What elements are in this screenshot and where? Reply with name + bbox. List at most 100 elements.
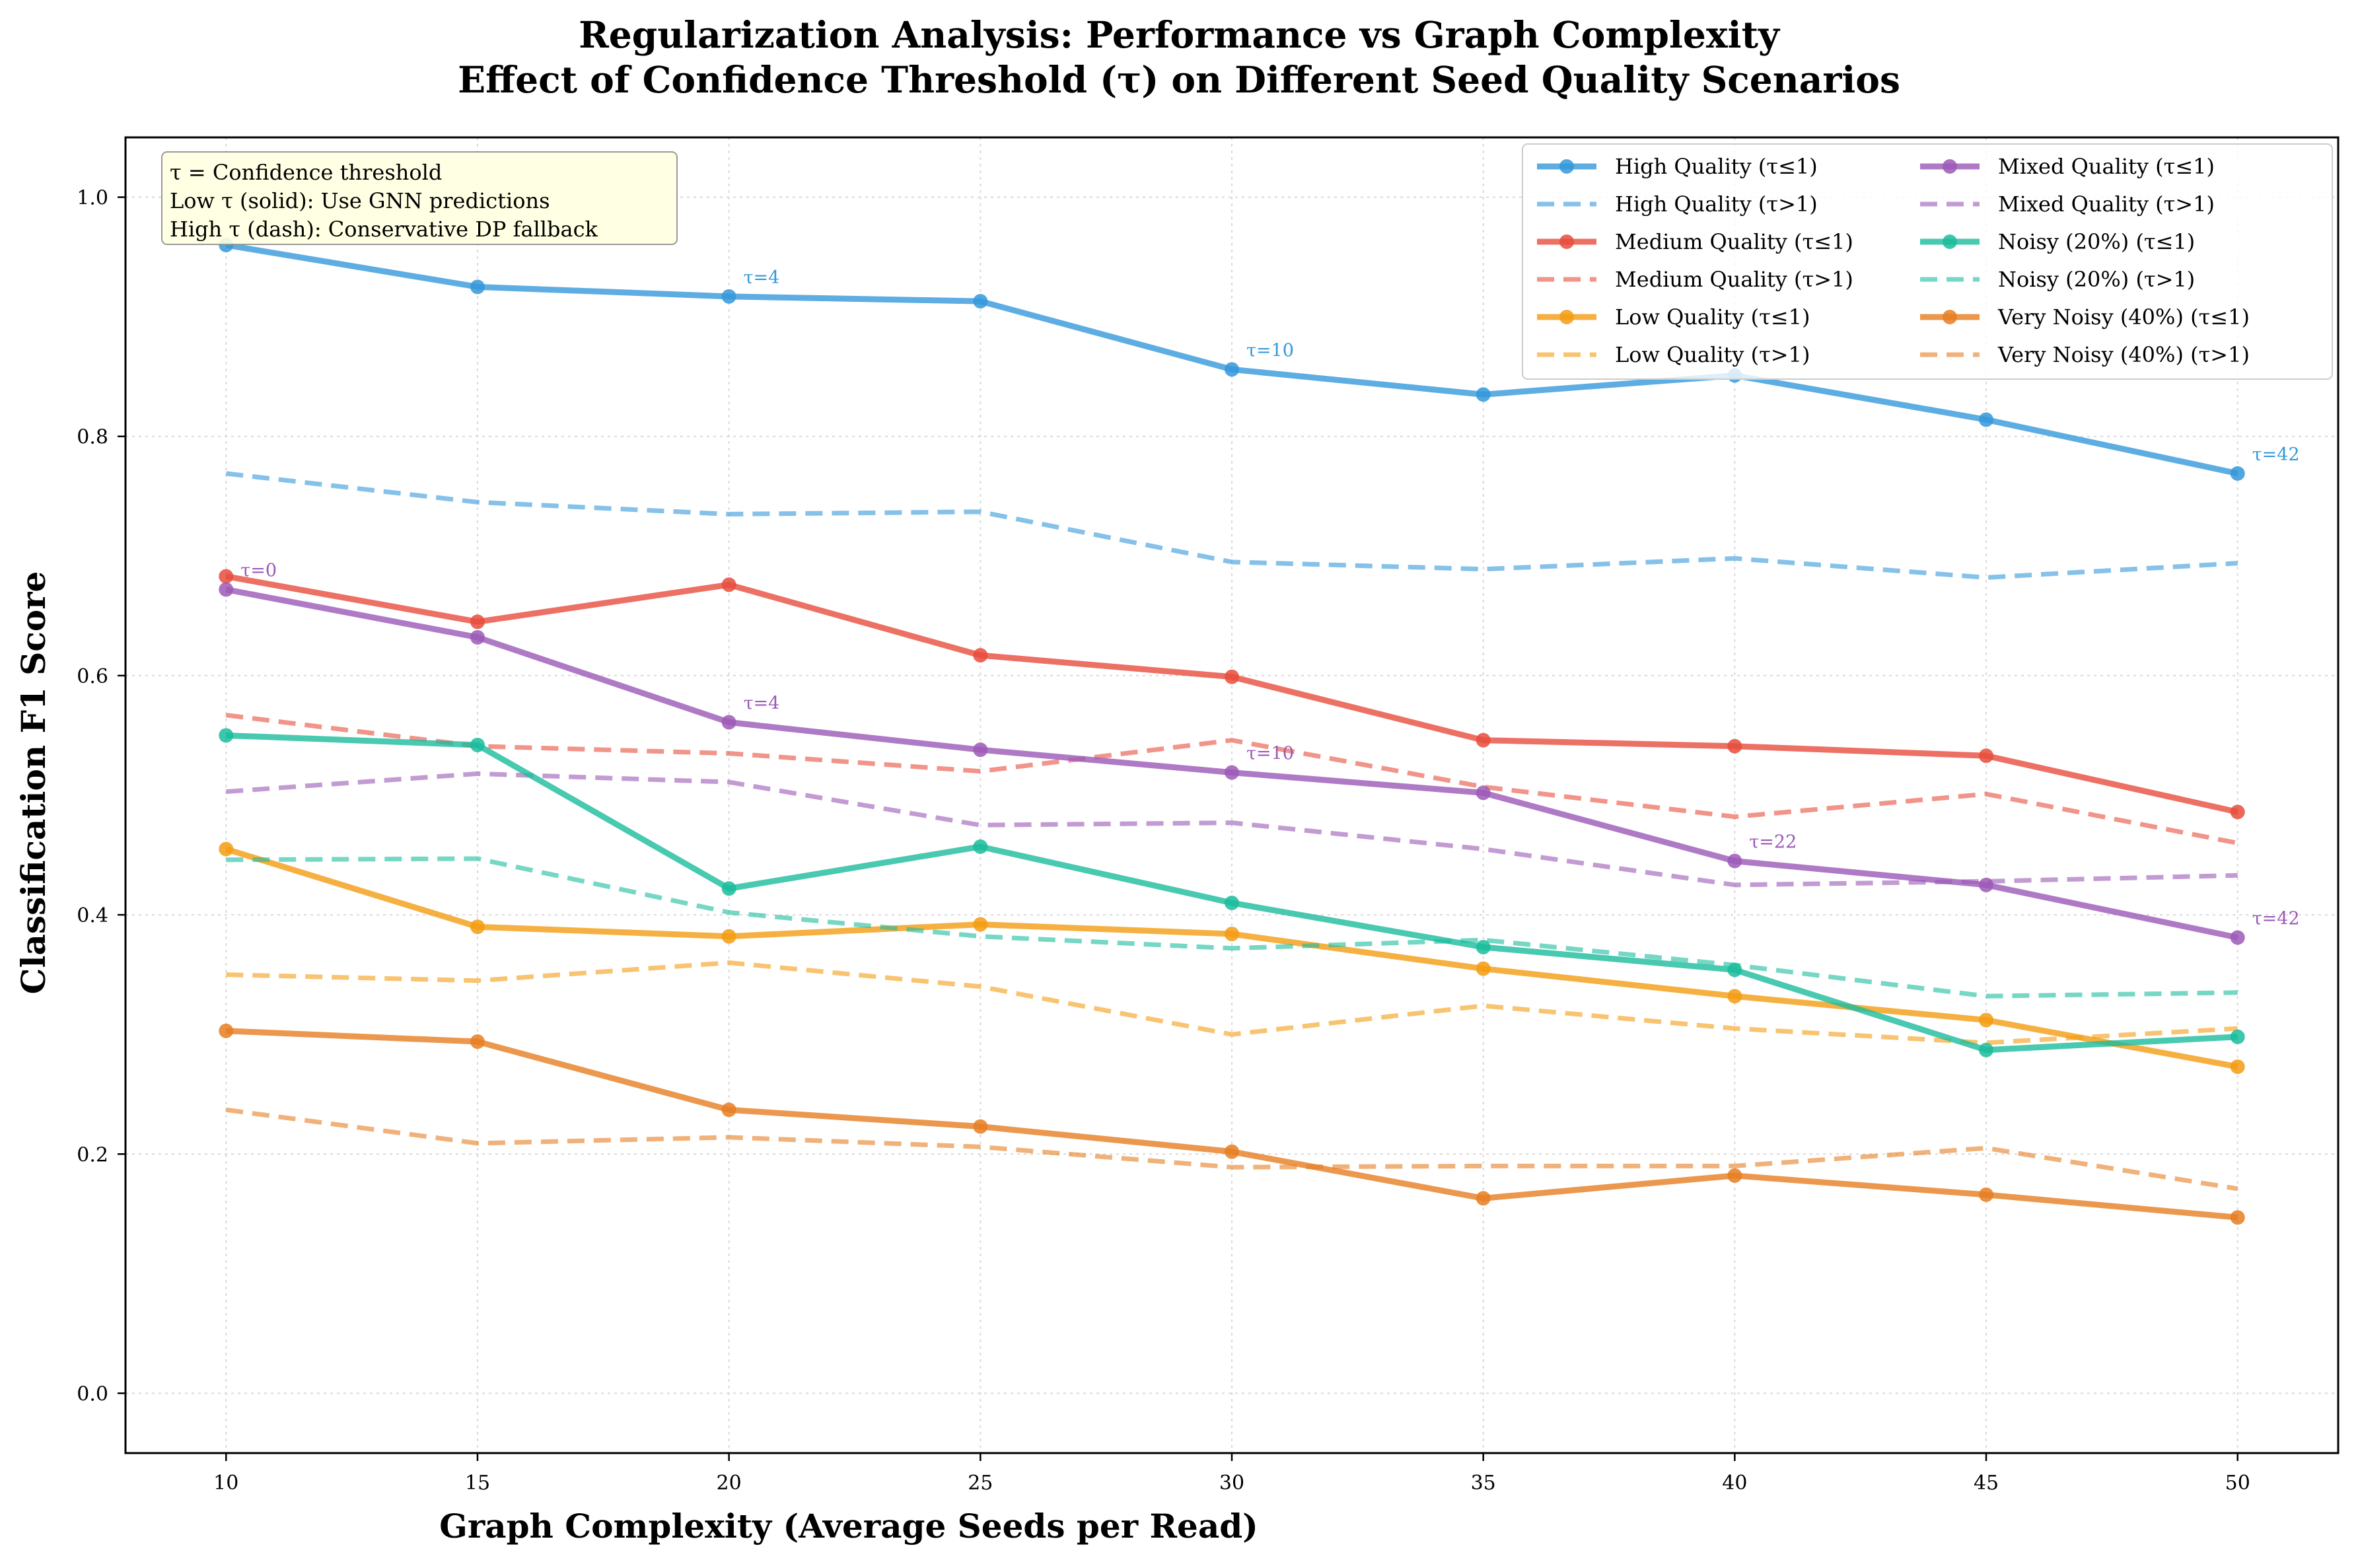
data-point: [1476, 961, 1491, 976]
data-point: [470, 279, 485, 295]
tau-annotation: τ=0: [240, 561, 277, 581]
x-tick-label: 45: [1974, 1472, 1999, 1495]
tau-annotation: τ=42: [2252, 908, 2300, 929]
data-point: [1476, 732, 1491, 748]
data-point: [1979, 748, 1994, 764]
data-point: [973, 742, 988, 758]
info-box-background: [161, 151, 678, 245]
info-box-line: High τ (dash): Conservative DP fallback: [170, 217, 598, 242]
data-point: [1727, 989, 1742, 1004]
x-tick-label: 35: [1471, 1472, 1496, 1495]
legend-item: Low Quality (τ>1): [1537, 342, 1810, 367]
data-point: [973, 917, 988, 932]
series: [226, 771, 2238, 888]
data-point: [973, 1119, 988, 1134]
tau-annotation: τ=42: [2252, 445, 2300, 465]
series: [219, 569, 2245, 820]
data-point: [219, 569, 234, 584]
axes-layer: 10 15 20 25 30 35 40 45 50 0.0 0.2 0.4 0.6 0.8 1.0: [77, 187, 2250, 1495]
legend-label: Very Noisy (40%) (τ≤1): [1997, 304, 2250, 330]
data-point: [1979, 1042, 1994, 1057]
data-point: [470, 919, 485, 935]
series: [219, 841, 2245, 1075]
data-point: [1979, 1013, 1994, 1028]
legend-label: Noisy (20%) (τ≤1): [1998, 229, 2195, 254]
chart-title: Regularization Analysis: Performance vs …: [579, 13, 1781, 56]
legend-item: Noisy (20%) (τ≤1): [1920, 229, 2195, 254]
legend-item: Medium Quality (τ>1): [1537, 267, 1853, 292]
data-point: [2230, 466, 2245, 481]
series: [225, 713, 2238, 845]
y-tick-label: 1.0: [77, 187, 108, 210]
x-tick-label: 20: [717, 1472, 742, 1495]
data-point: [2230, 1210, 2245, 1225]
y-tick-label: 0.4: [77, 904, 108, 927]
y-axis-label: Classification F1 Score: [14, 571, 53, 995]
data-point: [1476, 939, 1491, 954]
x-tick-label: 40: [1722, 1472, 1747, 1495]
legend-label: High Quality (τ≤1): [1615, 154, 1818, 179]
data-point: [1225, 895, 1239, 910]
series-line: [225, 471, 2238, 580]
annotations-layer: τ=4 τ=10 τ=42 τ=0 τ=4 τ=10 τ=22 τ=42: [240, 267, 2299, 929]
data-point: [1979, 1187, 1994, 1202]
legend-item: Low Quality (τ≤1): [1537, 304, 1810, 330]
legend-label: Low Quality (τ>1): [1615, 342, 1810, 367]
series: [225, 1107, 2238, 1192]
legend-item: Very Noisy (40%) (τ>1): [1920, 342, 2250, 367]
legend-item: Very Noisy (40%) (τ≤1): [1920, 304, 2250, 330]
info-box: τ = Confidence threshold Low τ (solid): U…: [161, 151, 678, 245]
legend-swatch-marker: [1943, 310, 1957, 324]
data-point: [973, 648, 988, 663]
legend-box: [1522, 143, 2333, 380]
legend-label: Medium Quality (τ≤1): [1615, 229, 1853, 254]
tau-annotation: τ=10: [1246, 744, 1294, 764]
data-point: [470, 1034, 485, 1050]
tau-annotation: τ=10: [1246, 340, 1294, 361]
data-point: [1225, 669, 1239, 684]
legend-swatch-marker: [1943, 234, 1957, 249]
series: [219, 728, 2245, 1057]
data-point: [721, 881, 736, 896]
legend-swatch-marker: [1559, 234, 1574, 249]
data-point: [1225, 927, 1239, 942]
data-point: [219, 1023, 234, 1038]
x-axis-label: Graph Complexity (Average Seeds per Read…: [439, 1507, 1258, 1546]
data-point: [2230, 1059, 2245, 1075]
data-point: [721, 715, 736, 730]
legend-swatch-marker: [1943, 159, 1957, 174]
x-tick-label: 15: [465, 1472, 490, 1495]
data-point: [721, 1102, 736, 1118]
info-box-line: τ = Confidence threshold: [170, 160, 442, 185]
data-point: [1979, 412, 1994, 427]
data-point: [470, 614, 485, 629]
data-point: [721, 929, 736, 944]
tau-annotation: τ=4: [744, 267, 780, 288]
legend-item: Mixed Quality (τ>1): [1920, 192, 2215, 217]
data-point: [1476, 785, 1491, 801]
data-point: [2230, 804, 2245, 820]
legend-label: Mixed Quality (τ>1): [1998, 192, 2215, 217]
legend-label: Mixed Quality (τ≤1): [1998, 154, 2215, 179]
legend-label: Low Quality (τ≤1): [1615, 304, 1810, 330]
data-point: [219, 841, 234, 857]
x-tick-label: 25: [968, 1472, 993, 1495]
x-tick-label: 30: [1219, 1472, 1244, 1495]
legend-item: High Quality (τ≤1): [1537, 154, 1818, 179]
series-line: [226, 771, 2238, 888]
data-point: [2230, 930, 2245, 945]
legend-item: Mixed Quality (τ≤1): [1920, 154, 2215, 179]
legend-label: Medium Quality (τ>1): [1615, 267, 1853, 292]
data-point: [1225, 1144, 1239, 1159]
series-line: [226, 856, 2238, 999]
legend-swatch-marker: [1559, 159, 1574, 174]
data-point: [1225, 362, 1239, 377]
data-point: [2230, 1029, 2245, 1044]
y-tick-label: 0.6: [77, 665, 108, 688]
series: [219, 582, 2245, 945]
chart-subtitle: Effect of Confidence Threshold (τ) on Di…: [458, 58, 1900, 101]
data-point: [973, 839, 988, 854]
data-point: [1727, 853, 1742, 869]
